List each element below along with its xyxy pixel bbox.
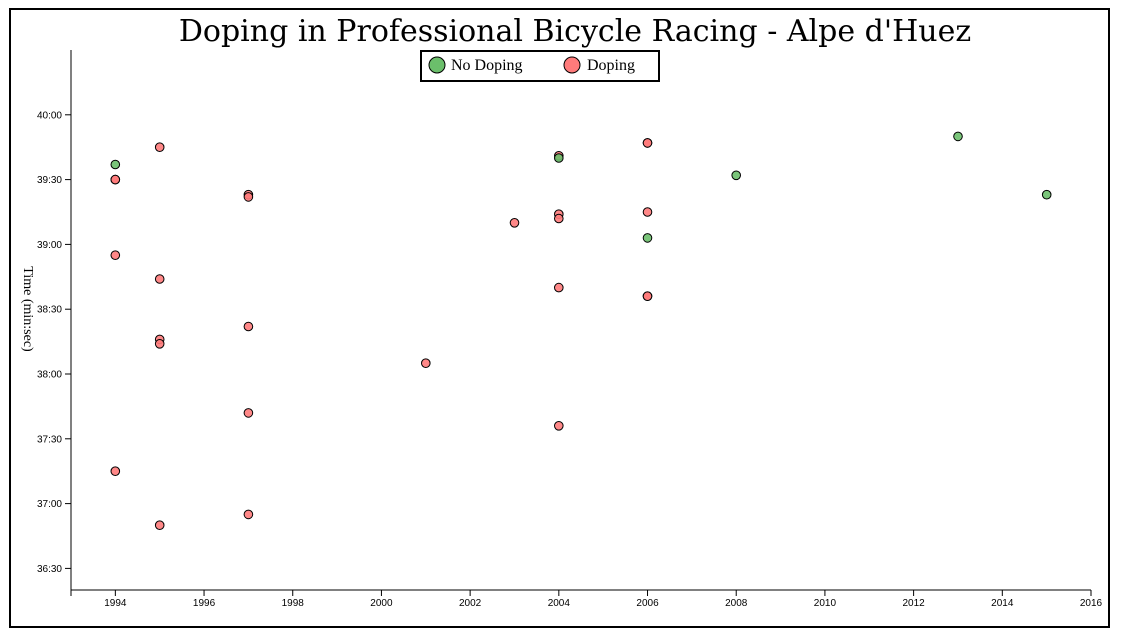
- x-tick-label: 1998: [282, 598, 305, 609]
- y-tick-label: 39:00: [37, 240, 62, 251]
- y-tick-label: 37:00: [37, 499, 62, 510]
- point-no-doping[interactable]: [110, 159, 121, 170]
- point-doping[interactable]: [554, 213, 564, 224]
- point-doping[interactable]: [642, 138, 653, 148]
- chart-svg: Doping in Professional Bicycle Racing - …: [20, 14, 1103, 609]
- y-axis: 40:00 39:30 39:00 38:30 38:00 37:30 37:00 36:30: [37, 50, 72, 590]
- legend-box: [420, 50, 660, 82]
- data-points: [110, 131, 1052, 531]
- point-doping[interactable]: [243, 509, 254, 520]
- point-doping[interactable]: [110, 250, 121, 260]
- point-no-doping[interactable]: [953, 131, 963, 142]
- point-doping[interactable]: [154, 142, 165, 152]
- y-tick-label: 40:00: [37, 110, 62, 121]
- legend-label-doping: Doping: [587, 57, 635, 74]
- point-no-doping[interactable]: [731, 170, 742, 181]
- point-doping[interactable]: [243, 192, 254, 202]
- y-tick-label: 37:30: [37, 434, 62, 445]
- x-tick-label: 1994: [104, 598, 127, 609]
- point-no-doping[interactable]: [554, 153, 564, 163]
- point-no-doping[interactable]: [1041, 189, 1052, 200]
- x-tick-label: 2012: [902, 598, 925, 609]
- x-axis: 1994 1996 1998 2000 2002 2004 2006 2008 2010 2012…: [70, 589, 1103, 609]
- point-doping[interactable]: [421, 358, 431, 369]
- point-doping[interactable]: [154, 520, 165, 531]
- x-tick-label: 2004: [548, 598, 571, 609]
- point-doping[interactable]: [154, 274, 165, 284]
- x-tick-label: 2002: [459, 598, 482, 609]
- legend-swatch-no-doping: [428, 56, 446, 74]
- x-tick-label: 2016: [1080, 598, 1103, 609]
- y-tick-label: 39:30: [37, 175, 62, 186]
- point-doping[interactable]: [642, 291, 653, 302]
- point-doping[interactable]: [243, 321, 254, 332]
- point-doping[interactable]: [554, 282, 564, 293]
- x-tick-label: 2000: [370, 598, 393, 609]
- point-doping[interactable]: [642, 207, 653, 217]
- chart-frame: Doping in Professional Bicycle Racing - …: [9, 8, 1110, 628]
- x-tick-label: 2014: [991, 598, 1014, 609]
- y-tick-label: 38:30: [37, 305, 62, 316]
- chart-title: Doping in Professional Bicycle Racing - …: [179, 14, 971, 49]
- legend: No Doping Doping: [420, 50, 660, 82]
- point-doping[interactable]: [110, 174, 121, 185]
- point-doping[interactable]: [509, 218, 520, 228]
- point-doping[interactable]: [154, 339, 165, 349]
- point-doping[interactable]: [110, 466, 121, 477]
- y-axis-label: Time (min:sec): [20, 266, 35, 352]
- x-tick-label: 2006: [636, 598, 659, 609]
- y-tick-label: 38:00: [37, 370, 62, 381]
- x-tick-label: 2008: [725, 598, 748, 609]
- y-tick-label: 36:30: [37, 564, 62, 575]
- point-doping[interactable]: [243, 408, 254, 418]
- x-tick-label: 1996: [193, 598, 216, 609]
- point-no-doping[interactable]: [642, 233, 653, 243]
- legend-swatch-doping: [563, 56, 581, 74]
- x-tick-label: 2010: [814, 598, 837, 609]
- point-doping[interactable]: [554, 421, 564, 431]
- legend-label-no-doping: No Doping: [451, 57, 523, 74]
